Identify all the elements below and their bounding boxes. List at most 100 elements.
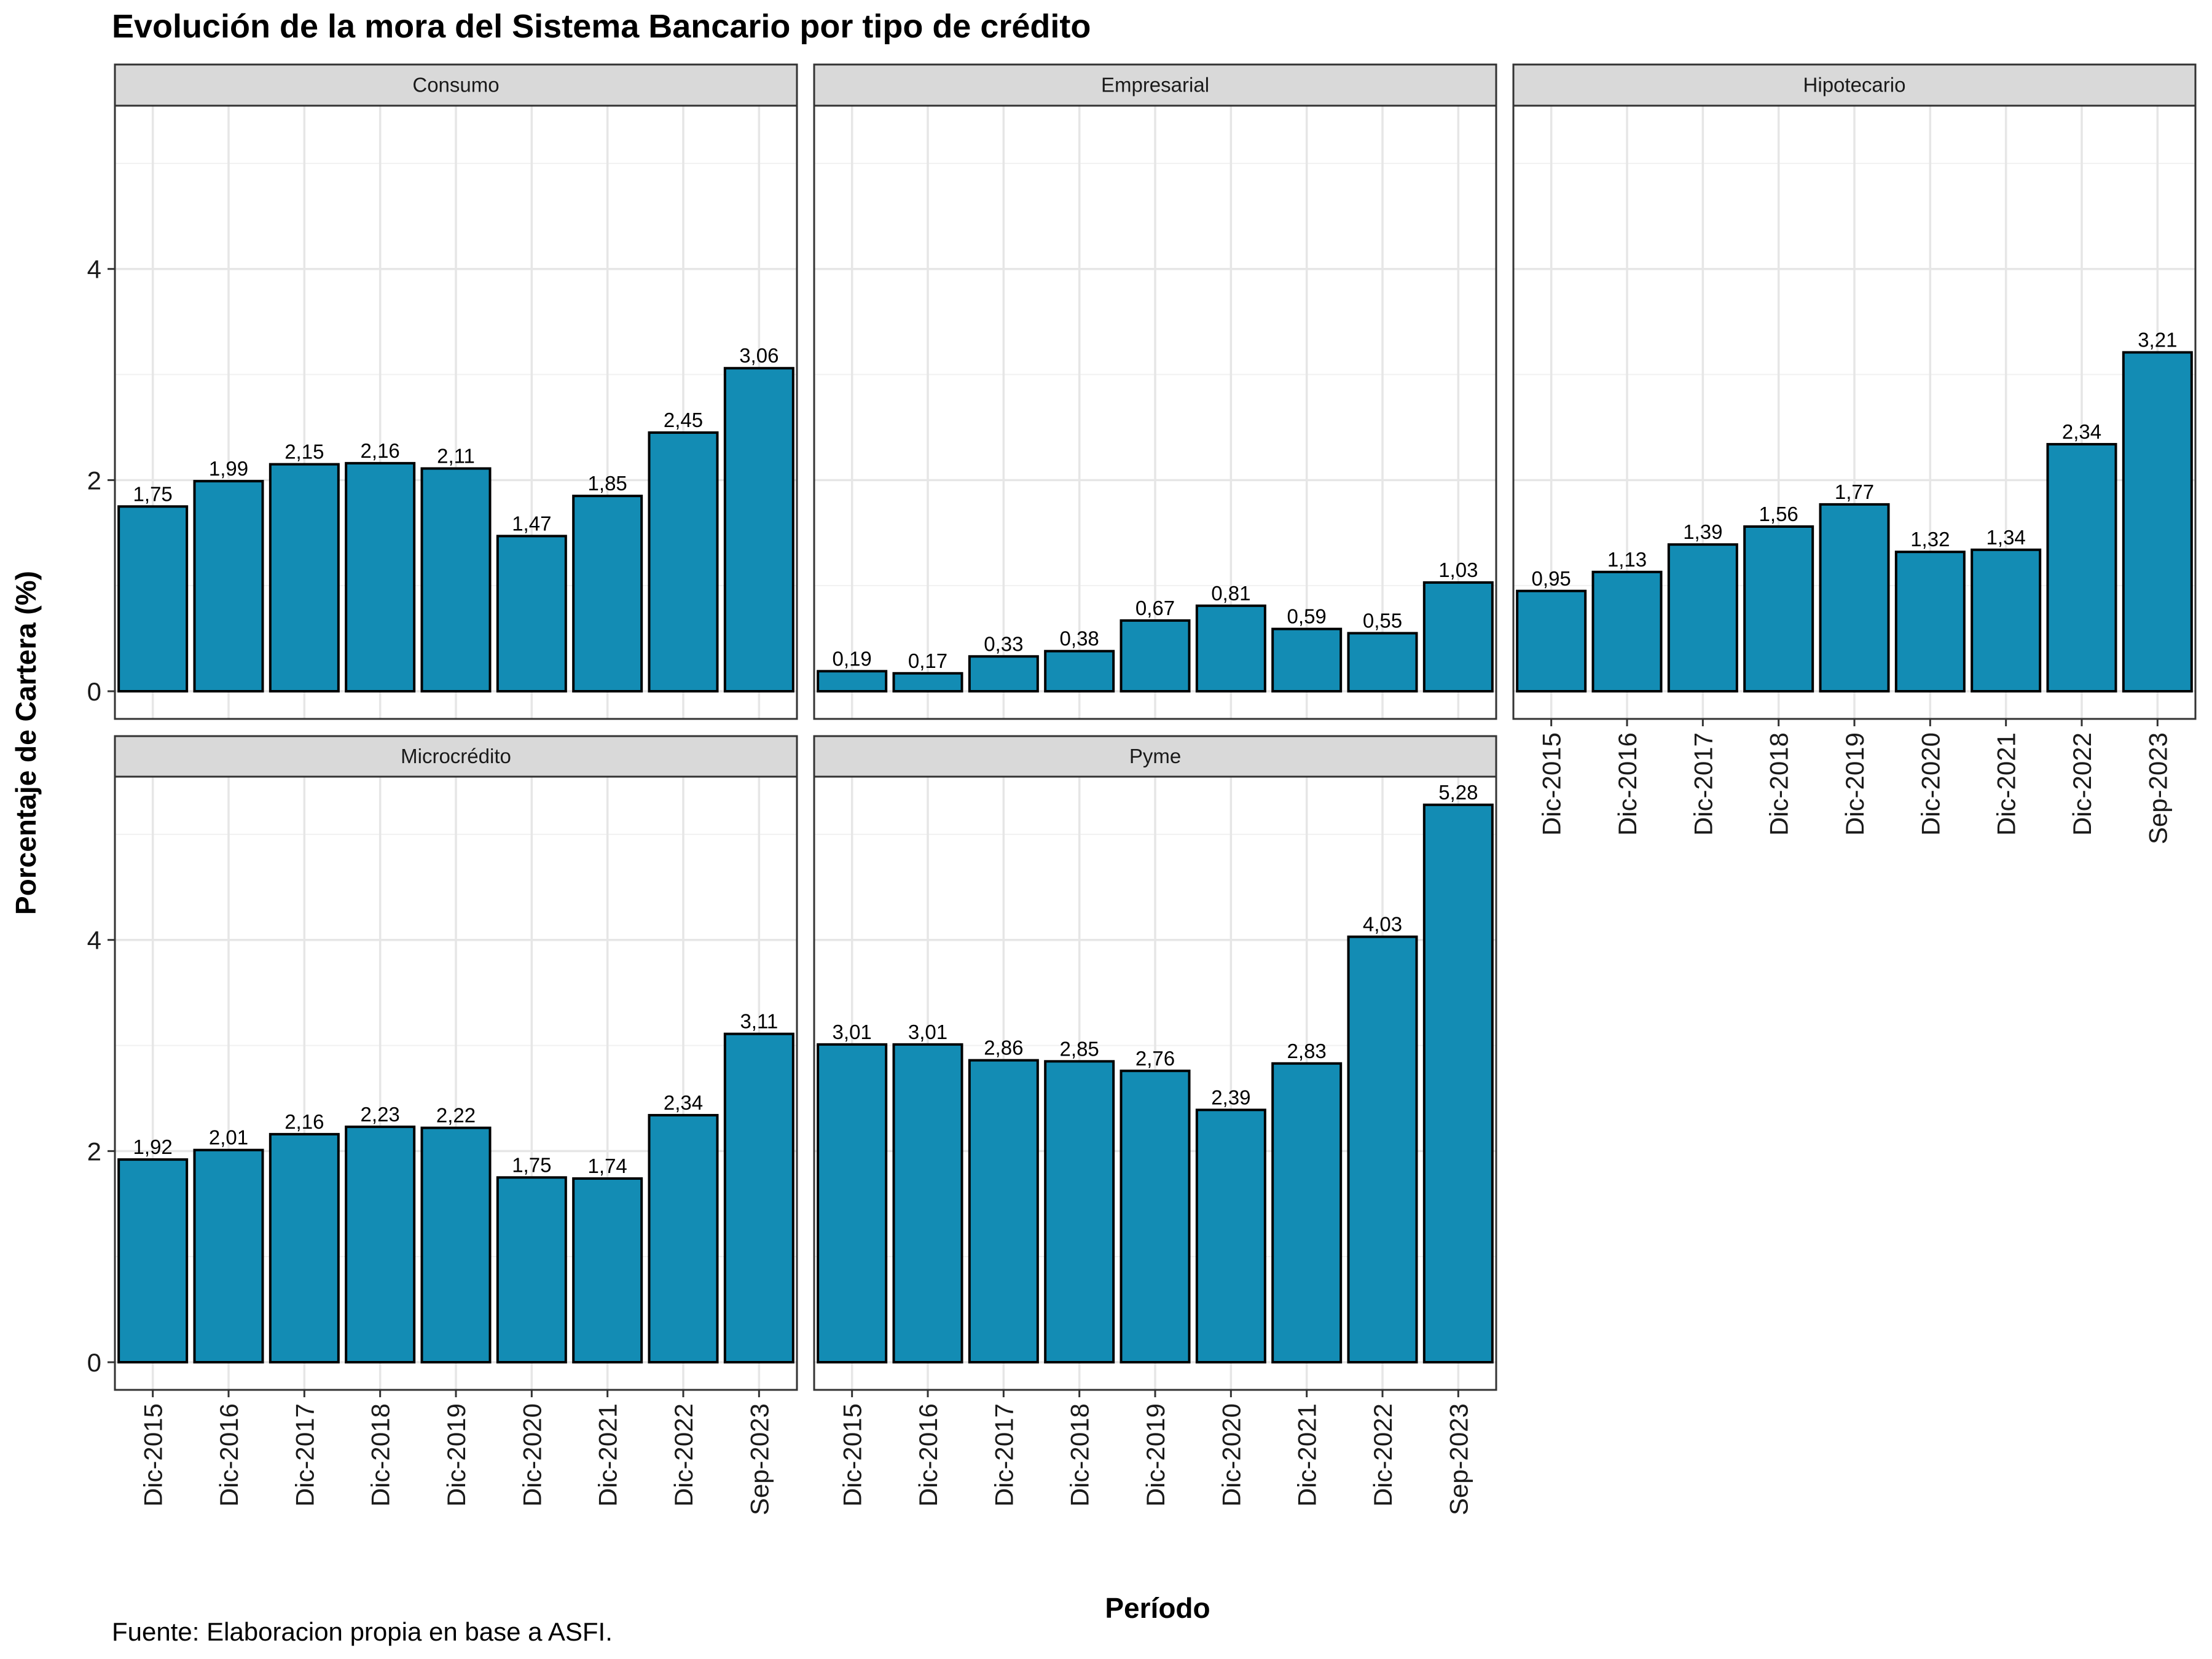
data-label: 0,19	[833, 647, 872, 670]
data-label: 2,86	[984, 1037, 1023, 1059]
x-tick-label: Dic-2017	[989, 1403, 1018, 1507]
data-label: 1,75	[512, 1153, 551, 1176]
data-label: 0,81	[1211, 582, 1250, 605]
bar	[892, 1043, 963, 1363]
data-label: 3,21	[2138, 328, 2177, 351]
facet-strip-label: Consumo	[412, 74, 499, 96]
data-label: 2,76	[1135, 1047, 1175, 1070]
x-tick-label: Sep-2023	[745, 1403, 774, 1515]
data-label: 0,55	[1363, 610, 1402, 632]
data-label: 0,59	[1287, 605, 1327, 628]
bar	[345, 1125, 416, 1363]
panel-border	[813, 104, 1497, 720]
data-label: 2,34	[664, 1091, 703, 1114]
bar	[496, 1176, 567, 1364]
bar	[968, 1059, 1039, 1363]
facet-panel-microcrdito: Microcrédito 1,92 2,01 2,16 2,23 2,22 1,75 1,74…	[87, 735, 798, 1515]
bar	[572, 1177, 643, 1363]
data-label: 1,56	[1759, 503, 1798, 525]
x-tick-label: Dic-2019	[442, 1403, 471, 1507]
data-label: 1,03	[1438, 559, 1478, 581]
bar	[1195, 604, 1266, 692]
x-tick-label: Dic-2017	[1688, 732, 1717, 836]
x-tick-label: Dic-2022	[669, 1403, 698, 1507]
x-tick-label: Sep-2023	[2143, 732, 2172, 844]
facet-strip-label: Microcrédito	[401, 745, 511, 767]
facet-strip	[114, 63, 798, 107]
bar	[1347, 632, 1418, 692]
x-tick-label: Dic-2016	[214, 1403, 243, 1507]
data-label: 2,85	[1060, 1037, 1099, 1060]
data-label: 3,06	[739, 344, 779, 367]
bar	[193, 480, 264, 693]
y-tick-label: 4	[87, 926, 101, 955]
bar	[117, 505, 189, 692]
bar	[648, 431, 719, 693]
bar	[2122, 351, 2193, 692]
y-tick-label: 2	[87, 1137, 101, 1166]
data-label: 1,74	[588, 1155, 627, 1177]
y-tick-label: 4	[87, 255, 101, 284]
data-label: 2,01	[209, 1126, 248, 1149]
x-tick-label: Dic-2021	[594, 1403, 622, 1507]
bar	[345, 461, 416, 692]
data-label: 1,47	[512, 512, 551, 535]
data-label: 1,92	[133, 1135, 173, 1158]
bar	[968, 655, 1039, 693]
x-tick-label: Dic-2021	[1992, 732, 2021, 836]
bar	[1347, 935, 1418, 1363]
bar	[1971, 548, 2042, 692]
bar	[892, 672, 963, 692]
x-tick-label: Sep-2023	[1444, 1403, 1473, 1515]
data-label: 3,01	[833, 1021, 872, 1043]
data-label: 2,15	[284, 441, 324, 463]
bar	[1422, 581, 1494, 693]
bar	[1819, 503, 1890, 693]
data-label: 1,77	[1835, 480, 1874, 503]
data-label: 2,83	[1287, 1040, 1327, 1062]
data-label: 0,17	[908, 649, 947, 672]
data-label: 4,03	[1363, 913, 1402, 936]
facet-panel-pyme: Pyme 3,01 3,01 2,86 2,85 2,76 2,39 2,83 4,03 5,28…	[813, 735, 1497, 1515]
bar	[817, 1043, 888, 1363]
bar	[572, 495, 643, 692]
bar	[193, 1148, 264, 1364]
x-tick-label: Dic-2015	[1537, 732, 1566, 836]
x-tick-label: Dic-2018	[1765, 732, 1794, 836]
bar	[1044, 1060, 1115, 1364]
bar	[1044, 649, 1115, 693]
data-label: 2,16	[284, 1110, 324, 1133]
x-tick-label: Dic-2017	[290, 1403, 319, 1507]
bar	[1591, 570, 1663, 692]
x-tick-label: Dic-2021	[1293, 1403, 1322, 1507]
data-label: 2,16	[361, 439, 400, 462]
bar	[269, 1132, 340, 1363]
data-label: 2,22	[436, 1104, 476, 1127]
data-label: 0,33	[984, 632, 1023, 655]
x-tick-label: Dic-2022	[2068, 732, 2096, 836]
data-label: 1,99	[209, 457, 248, 480]
bar	[2046, 442, 2117, 692]
x-tick-label: Dic-2015	[139, 1403, 168, 1507]
facet-panel-hipotecario: Hipotecario 0,95 1,13 1,39 1,56 1,77 1,32 1,34 2…	[1512, 63, 2197, 844]
x-tick-label: Dic-2018	[366, 1403, 395, 1507]
bar	[1422, 803, 1494, 1364]
data-label: 1,13	[1607, 548, 1647, 571]
bar	[1516, 589, 1587, 692]
data-label: 2,34	[2062, 420, 2101, 443]
panel-border	[114, 104, 798, 720]
bar	[1120, 1069, 1191, 1364]
facet-strip-label: Hipotecario	[1803, 74, 1906, 96]
x-tick-label: Dic-2016	[914, 1403, 943, 1507]
bar	[1894, 551, 1966, 693]
bar	[1667, 543, 1738, 692]
data-label: 3,01	[908, 1021, 947, 1043]
bar	[1195, 1108, 1266, 1363]
facet-strip	[813, 735, 1497, 778]
x-axis-label: Período	[1105, 1592, 1210, 1624]
data-label: 2,23	[361, 1103, 400, 1126]
bar	[496, 535, 567, 692]
bar	[648, 1113, 719, 1363]
facet-strip	[114, 735, 798, 778]
